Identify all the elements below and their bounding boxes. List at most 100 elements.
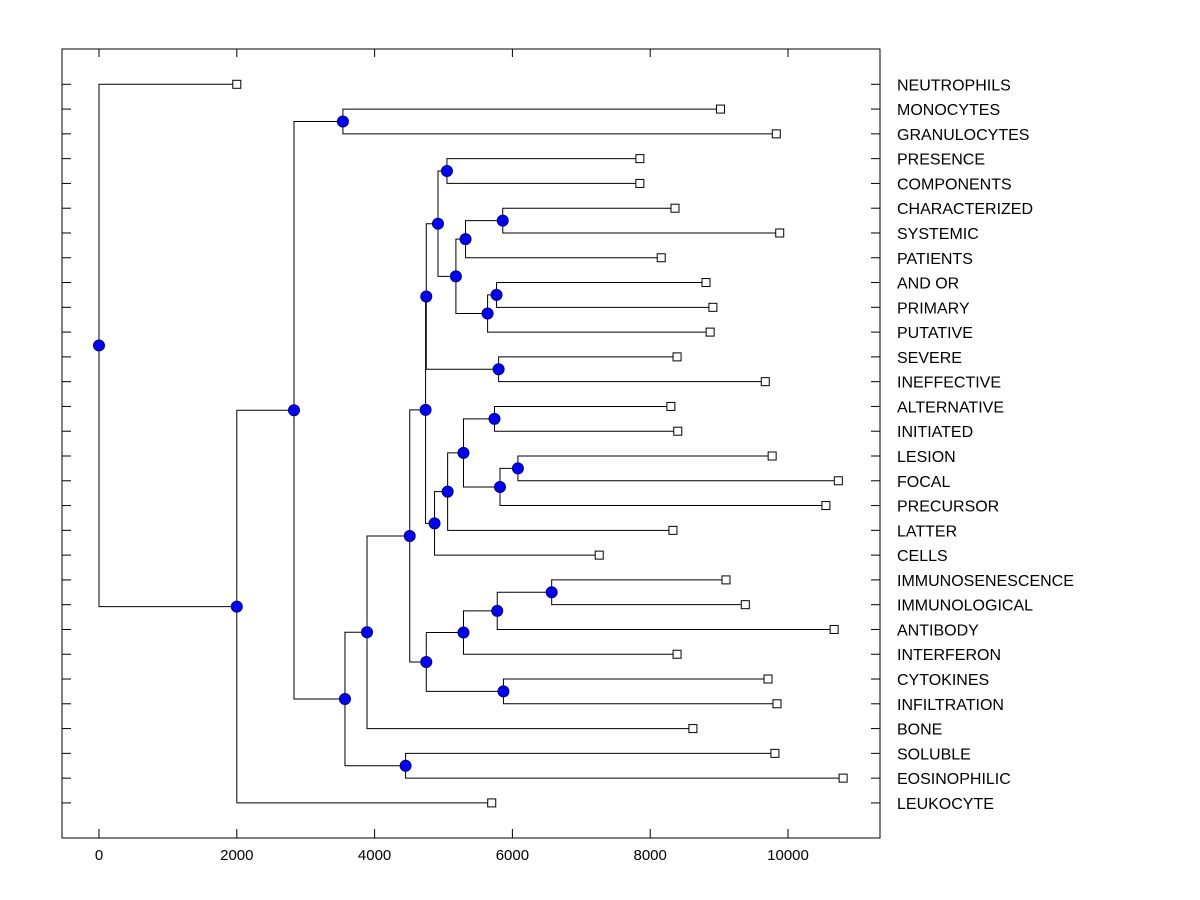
leaf-label: GRANULOCYTES (897, 127, 1029, 144)
cluster-node (492, 363, 505, 376)
cluster-node (491, 604, 504, 617)
cluster-node (496, 214, 509, 227)
x-tick-label: 4000 (358, 847, 391, 864)
cluster-node (230, 600, 243, 613)
cluster-node (497, 685, 510, 698)
leaf-marker (838, 773, 848, 783)
branch-line (517, 455, 773, 469)
branch-line (366, 535, 410, 633)
leaf-label: SOLUBLE (897, 746, 971, 763)
branch-line (498, 356, 678, 370)
leaf-marker (232, 79, 242, 89)
leaf-label: PRECURSOR (897, 499, 999, 516)
node-markers (93, 115, 558, 772)
branch-line (405, 752, 775, 766)
branch-line (465, 239, 662, 259)
cluster-node (441, 485, 454, 498)
leaf-label: ANTIBODY (897, 622, 979, 639)
branch-line (409, 409, 426, 536)
x-tick-label: 8000 (634, 847, 667, 864)
cluster-node (420, 655, 433, 668)
leaf-marker (715, 104, 725, 114)
branch-line (487, 313, 711, 333)
leaf-marker (740, 600, 750, 610)
branch-line (98, 83, 237, 346)
branch-line (551, 592, 746, 606)
branch-line (342, 121, 777, 135)
leaf-marker (666, 401, 676, 411)
cluster-node (428, 517, 441, 530)
branch-line (437, 223, 456, 277)
leaf-label: PRESENCE (897, 152, 985, 169)
leaf-marker (708, 302, 718, 312)
leaf-marker (771, 129, 781, 139)
branch-line (498, 369, 766, 383)
branch-line (366, 632, 693, 730)
leaf-label: PRIMARY (897, 300, 970, 317)
cluster-node (419, 403, 432, 416)
leaf-label: CELLS (897, 548, 948, 565)
branch-line (502, 207, 676, 221)
cluster-node (449, 270, 462, 283)
branches (98, 83, 844, 804)
x-tick-label: 0 (95, 847, 103, 864)
cluster-node (336, 115, 349, 128)
leaf-marker (656, 253, 666, 263)
branch-line (425, 632, 464, 662)
leaf-label: LEUKOCYTE (897, 796, 994, 813)
cluster-node (93, 339, 105, 352)
branch-line (293, 410, 345, 700)
branch-line (434, 523, 600, 556)
branch-line (409, 535, 427, 663)
leaf-label: CYTOKINES (897, 672, 989, 689)
leaf-label: INEFFECTIVE (897, 375, 1001, 392)
axis-ticks (62, 49, 880, 838)
leaf-marker (760, 377, 770, 387)
leaf-marker (763, 674, 773, 684)
cluster-node (457, 446, 470, 459)
branch-line (447, 452, 464, 492)
branch-line (425, 223, 438, 297)
branch-line (425, 296, 499, 370)
leaf-marker (487, 798, 497, 808)
leaf-label: INITIATED (897, 424, 973, 441)
branch-line (551, 579, 726, 593)
x-tick-label: 6000 (496, 847, 529, 864)
branch-line (344, 699, 406, 767)
cluster-node (488, 412, 501, 425)
leaf-label: FOCAL (897, 474, 950, 491)
cluster-node (440, 165, 453, 178)
leaf-label: PATIENTS (897, 251, 973, 268)
cluster-node (338, 693, 351, 706)
x-tick-label: 10000 (767, 847, 809, 864)
leaf-marker (673, 426, 683, 436)
leaf-label: SYSTEMIC (897, 226, 979, 243)
branch-line (462, 632, 678, 655)
leaf-marker (670, 203, 680, 213)
leaf-marker (688, 724, 698, 734)
leaf-marker (829, 624, 839, 634)
leaf-label: BONE (897, 722, 942, 739)
branch-line (502, 678, 769, 692)
leaf-label: PUTATIVE (897, 325, 973, 342)
branch-line (496, 282, 707, 295)
leaf-marker (721, 575, 731, 585)
branch-line (496, 610, 835, 630)
cluster-node (399, 759, 412, 772)
leaf-markers (232, 79, 848, 808)
leaf-marker (775, 228, 785, 238)
branch-line (462, 452, 500, 488)
leaf-marker (635, 154, 645, 164)
leaf-label: INFILTRATION (897, 697, 1004, 714)
cluster-node (361, 626, 374, 639)
branch-line (499, 486, 826, 507)
branch-line (496, 591, 552, 611)
branch-line (425, 409, 435, 524)
branch-line (493, 405, 671, 419)
branch-line (462, 418, 495, 453)
leaf-marker (594, 550, 604, 560)
leaf-marker (701, 278, 711, 288)
leaf-marker (770, 748, 780, 758)
leaf-marker (833, 476, 843, 486)
leaf-label: INTERFERON (897, 647, 1001, 664)
